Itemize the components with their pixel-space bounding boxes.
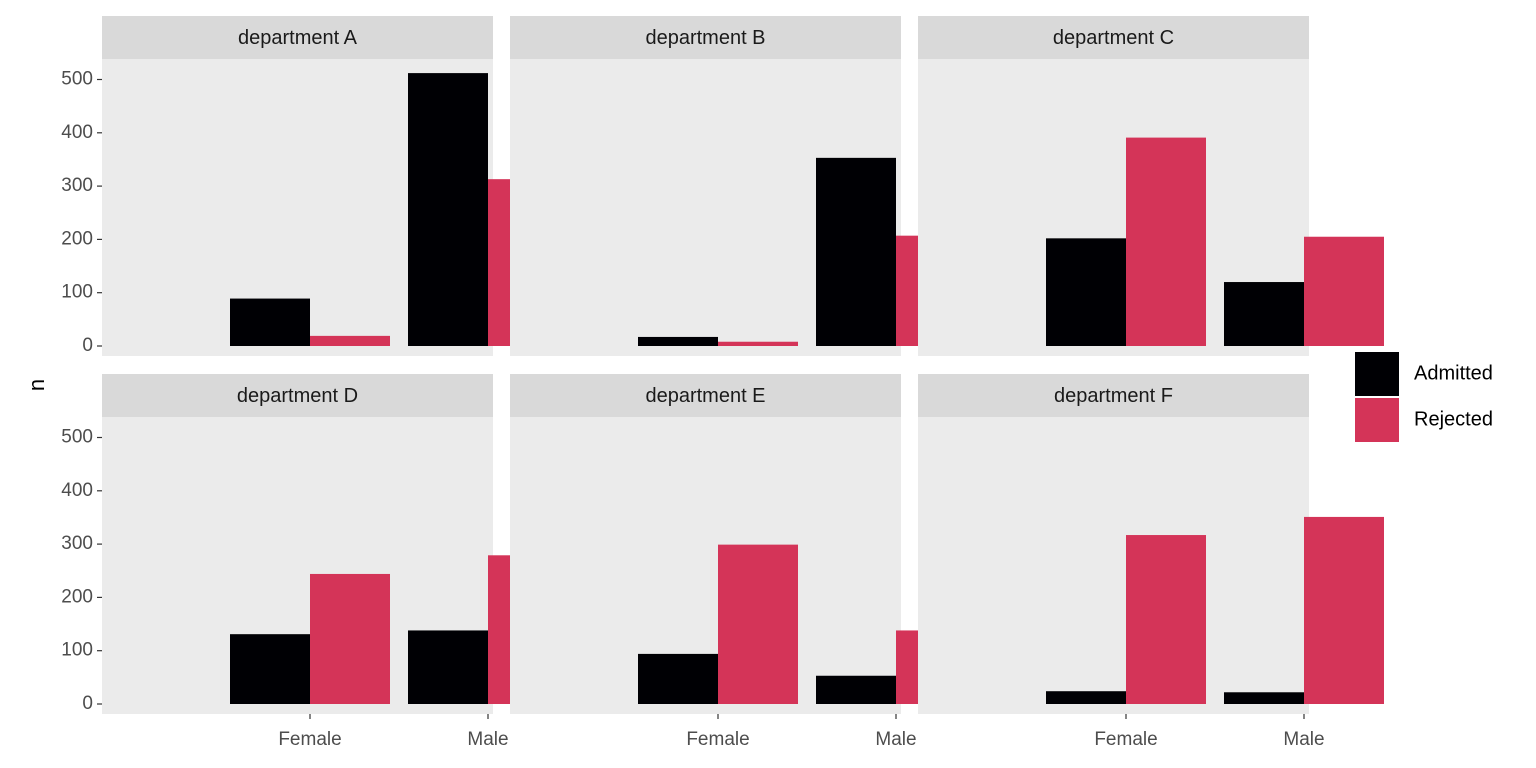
y-tick-label: 0 — [82, 335, 93, 356]
bar-department-a-male-admitted — [408, 73, 488, 346]
y-axis-title: n — [24, 379, 49, 391]
facet-strip-label: department A — [238, 27, 358, 49]
x-tick-label: Male — [467, 729, 508, 750]
x-tick-label: Female — [1094, 729, 1157, 750]
bar-department-f-male-rejected — [1304, 516, 1384, 704]
facet-strip-label: department E — [645, 385, 765, 407]
facet-strip-label: department D — [237, 385, 358, 407]
bar-department-e-female-rejected — [718, 544, 798, 704]
facet-strip — [918, 374, 1309, 417]
legend-key-rejected — [1355, 398, 1399, 442]
bar-department-b-female-admitted — [638, 336, 718, 346]
y-tick-label: 500 — [61, 69, 93, 90]
panel-department-e: department E — [510, 374, 976, 714]
bar-department-c-female-admitted — [1046, 238, 1126, 346]
legend-key-admitted — [1355, 352, 1399, 396]
y-tick-label: 200 — [61, 228, 93, 249]
bar-department-f-female-rejected — [1126, 535, 1206, 704]
facet-strip — [510, 374, 901, 417]
y-tick-label: 100 — [61, 282, 93, 303]
y-tick-label: 300 — [61, 175, 93, 196]
bar-department-d-female-admitted — [230, 634, 310, 704]
y-tick-label: 500 — [61, 427, 93, 448]
y-tick-label: 0 — [82, 693, 93, 714]
y-tick-label: 400 — [61, 480, 93, 501]
bar-department-e-female-admitted — [638, 653, 718, 704]
x-axes: Female Male Female Male Female Male — [278, 714, 1325, 750]
bar-department-b-female-rejected — [718, 341, 798, 346]
legend-label-rejected: Rejected — [1414, 408, 1493, 430]
y-axes: 0 100 200 300 400 500 0 100 200 300 400 500 — [61, 69, 102, 714]
facet-strip — [102, 16, 493, 59]
facet-strip — [510, 16, 901, 59]
facet-strip-label: department C — [1053, 27, 1174, 49]
x-tick-label: Male — [1283, 729, 1324, 750]
facet-strip — [102, 374, 493, 417]
panel-department-d: department D — [102, 374, 568, 714]
bar-department-a-female-rejected — [310, 335, 390, 346]
bar-department-e-male-admitted — [816, 675, 896, 704]
x-tick-label: Female — [686, 729, 749, 750]
y-tick-label: 400 — [61, 122, 93, 143]
y-tick-label: 200 — [61, 586, 93, 607]
bar-department-c-female-rejected — [1126, 137, 1206, 346]
panel-department-a: department A — [102, 16, 568, 356]
bar-department-d-male-admitted — [408, 630, 488, 704]
facet-strip-label: department F — [1054, 385, 1173, 407]
y-tick-label: 300 — [61, 533, 93, 554]
facet-strip — [918, 16, 1309, 59]
bar-department-a-female-admitted — [230, 298, 310, 346]
panel-background — [918, 417, 1309, 714]
panel-department-c: department C — [918, 16, 1384, 356]
bar-department-c-male-admitted — [1224, 282, 1304, 346]
x-tick-label: Male — [875, 729, 916, 750]
panel-department-b: department B — [510, 16, 976, 356]
bar-department-b-male-admitted — [816, 157, 896, 346]
bar-department-c-male-rejected — [1304, 236, 1384, 346]
bar-department-d-female-rejected — [310, 573, 390, 704]
bar-department-f-female-admitted — [1046, 691, 1126, 704]
x-tick-label: Female — [278, 729, 341, 750]
facet-strip-label: department B — [645, 27, 765, 49]
bar-department-f-male-admitted — [1224, 692, 1304, 704]
legend: Admitted Rejected — [1355, 352, 1493, 442]
legend-label-admitted: Admitted — [1414, 362, 1493, 384]
panel-department-f: department F — [918, 374, 1384, 714]
y-tick-label: 100 — [61, 640, 93, 661]
facet-panels: department A department B department C depa… — [102, 16, 1384, 714]
